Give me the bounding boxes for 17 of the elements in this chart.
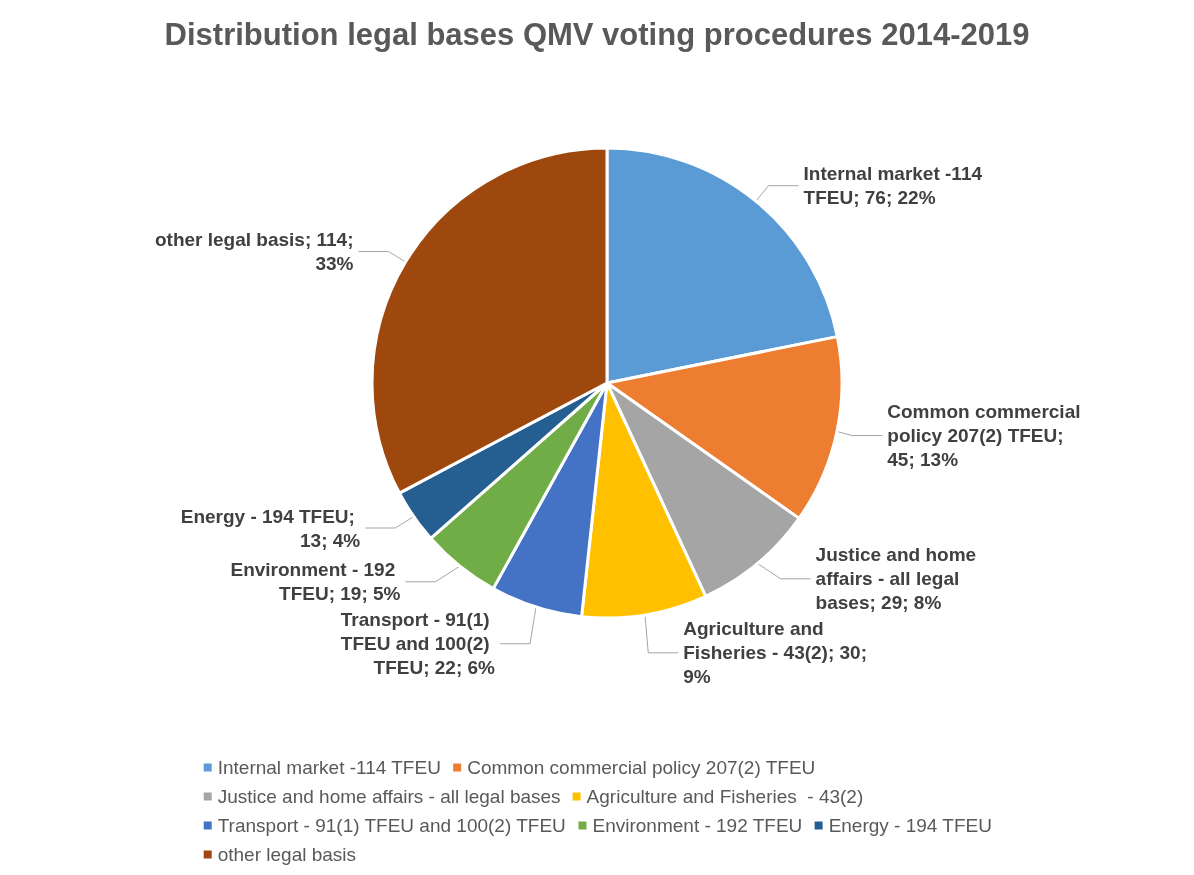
- legend-label: other legal basis: [217, 844, 357, 865]
- chart-title: Distribution legal bases QMV voting procedures 2014-2019: [164, 17, 1030, 52]
- data-label: Environment - 192 TFEU; 19; 5%: [230, 559, 401, 605]
- data-label: Internal market -114 TFEU; 76; 22%: [803, 163, 988, 209]
- legend-label: Internal market -114 TFEU: [217, 757, 441, 778]
- data-label: Energy - 194 TFEU; 13; 4%: [180, 505, 361, 551]
- legend-label: Justice and home affairs - all legal bases: [217, 786, 561, 807]
- data-label: Justice and home affairs - all legal bases; 29; 8%: [815, 544, 982, 614]
- legend-label: Environment - 192 TFEU: [592, 815, 803, 836]
- legend-label: Common commercial policy 207(2) TFEU: [467, 757, 816, 778]
- legend-label: Agriculture and Fisheries - 43(2): [586, 786, 864, 807]
- data-label: Transport - 91(1) TFEU and 100(2) TFEU; 22; 6%: [340, 609, 496, 679]
- data-label: other legal basis; 114; 33%: [154, 229, 354, 275]
- legend-label: Energy - 194 TFEU: [828, 815, 992, 836]
- legend-label: Transport - 91(1) TFEU and 100(2) TFEU: [217, 815, 566, 836]
- data-label: Agriculture and Fisheries - 43(2); 30; 9%: [683, 618, 873, 688]
- data-label: Common commercial policy 207(2) TFEU; 45; 13%: [887, 401, 1086, 471]
